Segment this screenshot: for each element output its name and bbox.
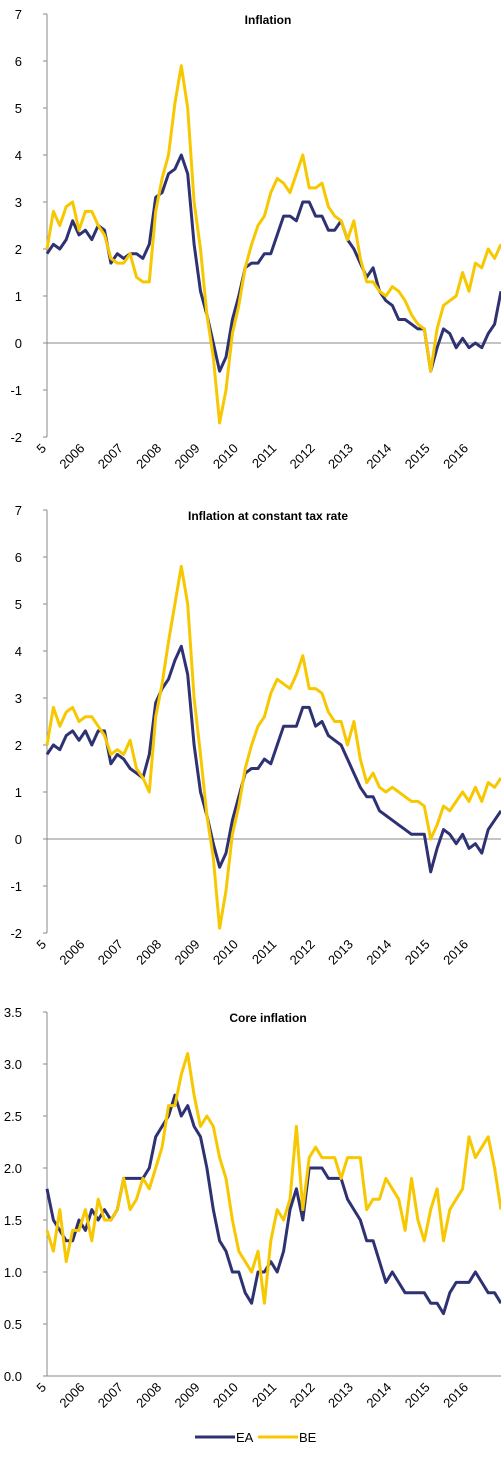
y-tick-label: 0.0 xyxy=(4,1369,22,1384)
x-tick-label: 2007 xyxy=(95,937,126,968)
y-tick-label: 1.0 xyxy=(4,1265,22,1280)
y-tick-label: 6 xyxy=(15,54,22,69)
y-tick-label: 3 xyxy=(15,195,22,210)
y-tick-label: 7 xyxy=(15,503,22,518)
series-line xyxy=(45,64,501,425)
x-tick-label: 2009 xyxy=(172,937,203,968)
y-tick-label: 5 xyxy=(15,101,22,116)
x-tick-label: 2006 xyxy=(56,1380,87,1411)
x-tick-label: 2010 xyxy=(210,441,241,472)
x-tick-label: 2010 xyxy=(210,937,241,968)
x-tick-label: 2014 xyxy=(363,1380,394,1411)
y-tick-label: -2 xyxy=(10,430,22,445)
y-tick-label: 2.5 xyxy=(4,1109,22,1124)
x-tick-label: 2014 xyxy=(363,937,394,968)
y-tick-label: 3 xyxy=(15,691,22,706)
x-tick-label: 2015 xyxy=(402,441,433,472)
x-tick-label: 2012 xyxy=(287,1380,318,1411)
y-tick-label: 3.5 xyxy=(4,1005,22,1020)
x-tick-label: 2011 xyxy=(249,937,279,967)
y-tick-label: 0 xyxy=(15,832,22,847)
series-line xyxy=(45,564,501,930)
x-tick-label: 2008 xyxy=(133,441,164,472)
x-tick-label: 2006 xyxy=(56,937,87,968)
x-tick-label: 2009 xyxy=(172,441,203,472)
x-tick-label: 2016 xyxy=(440,1380,471,1411)
y-tick-label: 2.0 xyxy=(4,1161,22,1176)
x-tick-label: 2007 xyxy=(95,441,126,472)
x-tick-label: 2014 xyxy=(363,441,394,472)
chart-title: Inflation xyxy=(245,13,292,27)
y-tick-label: -2 xyxy=(10,926,22,941)
x-tick-label: 2012 xyxy=(287,441,318,472)
x-tick-label: 2013 xyxy=(325,1380,356,1411)
y-tick-label: 5 xyxy=(15,597,22,612)
y-tick-label: 4 xyxy=(15,644,22,659)
y-tick-label: 0 xyxy=(15,336,22,351)
legend-label: EA xyxy=(236,1430,254,1445)
x-tick-label: 5 xyxy=(33,937,49,953)
x-tick-label: 2012 xyxy=(287,937,318,968)
x-tick-label: 2016 xyxy=(440,441,471,472)
x-tick-label: 5 xyxy=(33,1380,49,1396)
x-tick-label: 2013 xyxy=(325,937,356,968)
y-tick-label: -1 xyxy=(10,383,22,398)
y-tick-label: 3.0 xyxy=(4,1057,22,1072)
x-tick-label: 2011 xyxy=(249,441,279,471)
y-tick-label: 1 xyxy=(15,785,22,800)
series-line xyxy=(45,1052,501,1305)
y-tick-label: 2 xyxy=(15,738,22,753)
x-tick-label: 2016 xyxy=(440,937,471,968)
x-tick-label: 2009 xyxy=(172,1380,203,1411)
x-tick-label: 2008 xyxy=(133,1380,164,1411)
x-tick-label: 2008 xyxy=(133,937,164,968)
y-tick-label: 0.5 xyxy=(4,1317,22,1332)
x-tick-label: 5 xyxy=(33,441,49,457)
x-tick-label: 2010 xyxy=(210,1380,241,1411)
y-tick-label: 1.5 xyxy=(4,1213,22,1228)
x-tick-label: 2015 xyxy=(402,1380,433,1411)
chart-title: Core inflation xyxy=(229,1011,306,1025)
chart-title: Inflation at constant tax rate xyxy=(188,509,348,523)
y-tick-label: 7 xyxy=(15,7,22,22)
x-tick-label: 2013 xyxy=(325,441,356,472)
series-line xyxy=(45,644,501,874)
y-tick-label: 1 xyxy=(15,289,22,304)
y-tick-label: 6 xyxy=(15,550,22,565)
x-tick-label: 2007 xyxy=(95,1380,126,1411)
x-tick-label: 2015 xyxy=(402,937,433,968)
y-tick-label: 4 xyxy=(15,148,22,163)
x-tick-label: 2011 xyxy=(249,1380,279,1410)
y-tick-label: 2 xyxy=(15,242,22,257)
x-tick-label: 2006 xyxy=(56,441,87,472)
legend-label: BE xyxy=(299,1430,317,1445)
y-tick-label: -1 xyxy=(10,879,22,894)
